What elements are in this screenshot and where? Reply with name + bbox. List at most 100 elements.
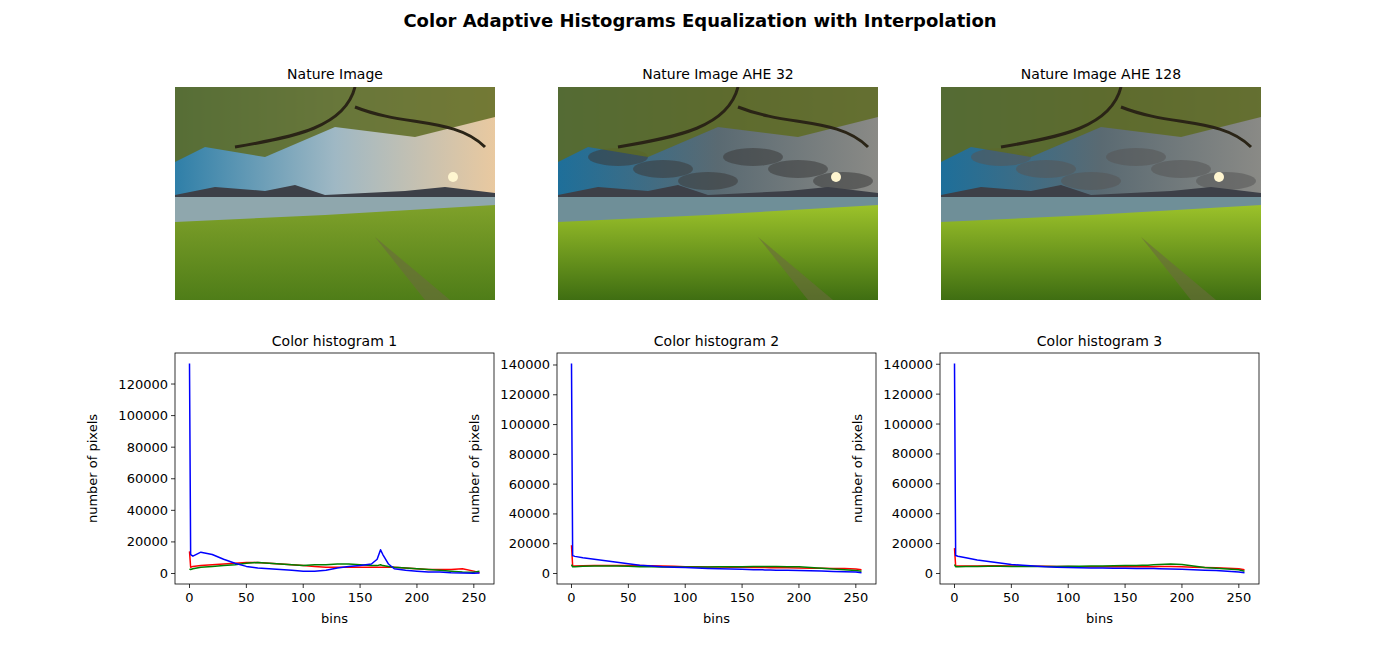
y-tick-label: 100000	[118, 408, 168, 423]
y-tick	[171, 447, 175, 448]
y-tick	[553, 484, 557, 485]
x-tick	[685, 584, 686, 588]
y-tick-label: 120000	[883, 387, 933, 402]
chart-title: Color histogram 1	[272, 333, 397, 349]
image	[175, 87, 495, 300]
image	[558, 87, 878, 300]
y-tick-label: 100000	[883, 417, 933, 432]
cloud	[723, 148, 783, 166]
y-tick-label: 20000	[509, 536, 550, 551]
cloud	[1196, 172, 1256, 190]
x-tick	[473, 584, 474, 588]
plot-area	[175, 353, 494, 584]
x-axis-label: bins	[1086, 611, 1113, 626]
y-tick-label: 40000	[892, 506, 933, 521]
y-tick-label: 40000	[509, 506, 550, 521]
y-tick-label: 80000	[127, 440, 168, 455]
sun	[1214, 172, 1224, 182]
branches	[235, 87, 485, 147]
chart: 0501001502002500200004000060000800001000…	[85, 333, 494, 626]
sun	[448, 172, 458, 182]
path	[1141, 237, 1216, 300]
x-tick	[1068, 584, 1069, 588]
image-panel: Nature Image	[175, 66, 495, 300]
y-tick	[936, 513, 940, 514]
y-tick	[936, 453, 940, 454]
y-tick	[936, 394, 940, 395]
y-tick	[936, 483, 940, 484]
x-tick-label: 200	[1170, 590, 1195, 605]
y-tick	[553, 543, 557, 544]
islands	[941, 185, 1261, 199]
y-tick	[936, 543, 940, 544]
image-title: Nature Image AHE 32	[642, 66, 793, 82]
sky	[941, 87, 1261, 197]
image-title: Nature Image	[287, 66, 383, 82]
x-tick-label: 150	[730, 590, 755, 605]
image-panel: Nature Image AHE 32	[558, 66, 878, 300]
axes-frame	[557, 353, 876, 584]
x-axis-label: bins	[321, 611, 348, 626]
x-tick-label: 200	[405, 590, 430, 605]
y-tick	[936, 364, 940, 365]
x-tick-label: 50	[1003, 590, 1020, 605]
path	[758, 237, 833, 300]
sky	[558, 87, 878, 197]
foliage	[558, 87, 878, 162]
y-tick	[553, 394, 557, 395]
y-tick	[553, 424, 557, 425]
x-tick	[1238, 584, 1239, 588]
y-tick-label: 60000	[127, 471, 168, 486]
y-tick-label: 0	[542, 566, 550, 581]
y-tick	[171, 478, 175, 479]
grass	[558, 205, 878, 300]
y-tick	[171, 510, 175, 511]
y-tick-label: 40000	[127, 503, 168, 518]
x-tick-label: 250	[461, 590, 486, 605]
y-tick	[171, 415, 175, 416]
x-tick-label: 100	[291, 590, 316, 605]
x-tick-label: 100	[673, 590, 698, 605]
x-tick	[189, 584, 190, 588]
cloud	[768, 160, 828, 178]
x-tick-label: 150	[1113, 590, 1138, 605]
series-line	[572, 364, 862, 573]
x-tick	[360, 584, 361, 588]
y-tick	[553, 364, 557, 365]
y-axis-label: number of pixels	[467, 414, 482, 523]
y-tick-label: 140000	[500, 357, 550, 372]
y-tick-label: 140000	[883, 357, 933, 372]
axes-frame	[940, 353, 1259, 584]
x-tick	[742, 584, 743, 588]
x-tick-label: 0	[567, 590, 575, 605]
cloud	[1016, 160, 1076, 178]
series-line	[190, 562, 480, 572]
sky	[175, 87, 495, 197]
y-axis-label: number of pixels	[850, 414, 865, 523]
cloud	[1151, 160, 1211, 178]
cloud	[633, 160, 693, 178]
series-line	[190, 364, 480, 574]
series-line	[955, 364, 1245, 573]
figure-title: Color Adaptive Histograms Equalization w…	[403, 10, 996, 31]
cloud	[813, 172, 873, 190]
x-tick	[1011, 584, 1012, 588]
y-tick	[553, 573, 557, 574]
branches	[618, 87, 868, 147]
sun	[831, 172, 841, 182]
background	[0, 0, 1400, 656]
series-group	[190, 364, 480, 574]
grass	[175, 205, 495, 300]
branches	[1001, 87, 1251, 147]
image-panel: Nature Image AHE 128	[941, 66, 1261, 300]
y-tick-label: 60000	[509, 477, 550, 492]
plot-area	[940, 353, 1259, 584]
islands	[558, 185, 878, 199]
x-tick-label: 150	[348, 590, 373, 605]
y-tick-label: 60000	[892, 476, 933, 491]
x-tick-label: 50	[620, 590, 637, 605]
y-tick-label: 80000	[892, 446, 933, 461]
x-tick-label: 100	[1056, 590, 1081, 605]
x-tick-label: 50	[238, 590, 255, 605]
x-tick	[246, 584, 247, 588]
